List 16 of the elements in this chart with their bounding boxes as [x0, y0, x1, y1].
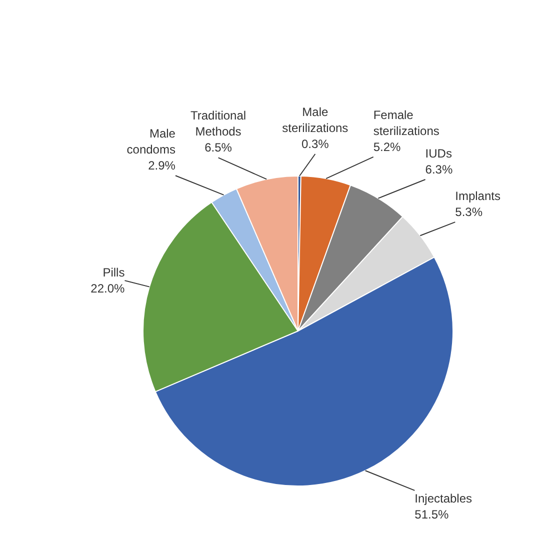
- data-label: 6.3%: [425, 162, 453, 177]
- slice-label: Implants: [455, 189, 501, 204]
- data-label: 51.5%: [414, 507, 449, 522]
- slice-label: Injectables: [414, 491, 472, 506]
- slice-label: Male condoms: [126, 126, 176, 157]
- data-label: 2.9%: [148, 158, 176, 173]
- slice-label: Male sterilizations: [282, 105, 348, 136]
- slice-label: Pills: [102, 266, 125, 280]
- data-label: 0.3%: [302, 137, 330, 152]
- slice-label: IUDs: [425, 146, 452, 161]
- slice-label: Female sterilizations: [373, 108, 440, 138]
- data-label: 5.3%: [455, 205, 483, 220]
- data-label: 5.2%: [373, 140, 402, 154]
- data-label: 6.5%: [204, 140, 232, 155]
- slice-label: Traditional Methods: [190, 108, 246, 139]
- data-label: 22.0%: [90, 282, 126, 296]
